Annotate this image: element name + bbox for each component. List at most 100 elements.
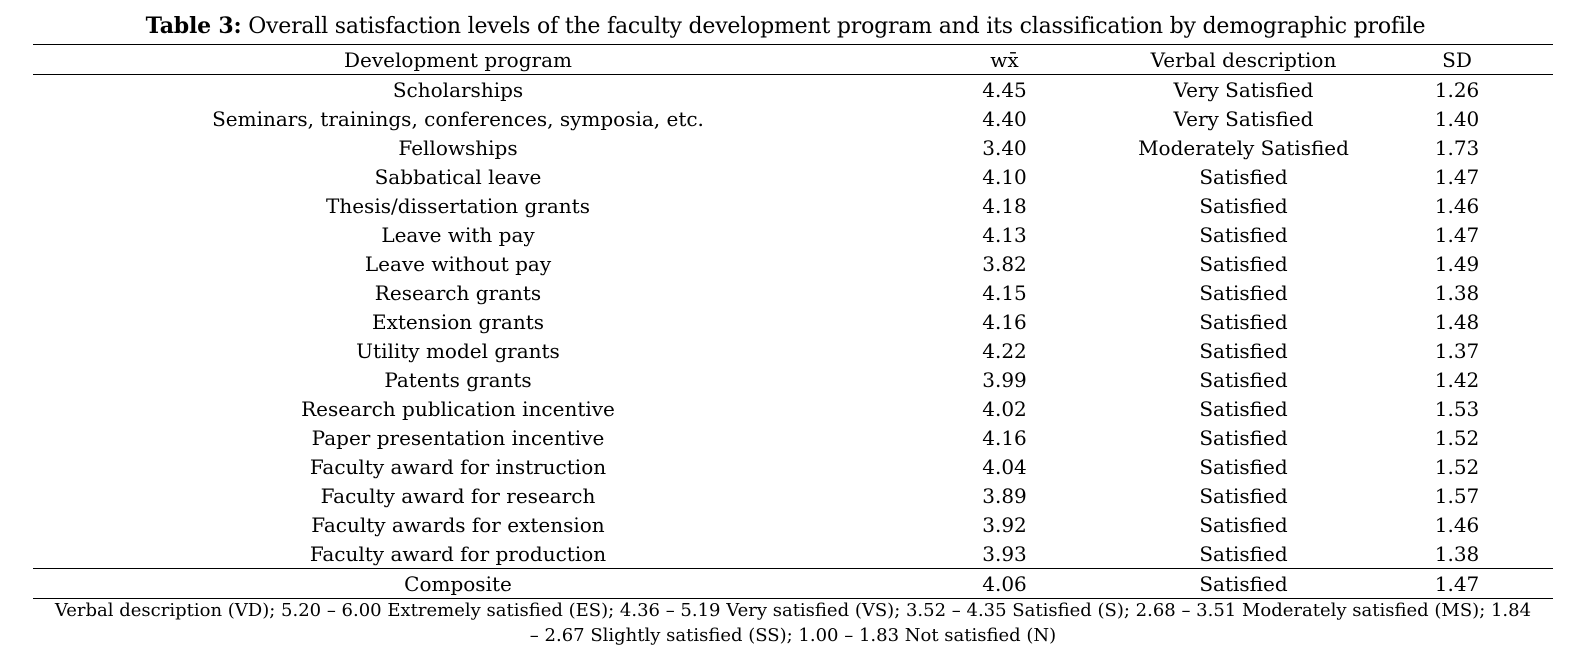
cell-mean: 4.16 (982, 425, 1027, 450)
cell-mean: 4.45 (982, 77, 1027, 102)
cell-verbal: Very Satisfied (1173, 77, 1314, 102)
cell-sd: 1.38 (1434, 541, 1480, 566)
cell-verbal: Satisfied (1199, 454, 1288, 479)
cell-sd: 1.52 (1434, 425, 1480, 450)
cell-program: Thesis/dissertation grants (326, 193, 590, 218)
cell-verbal: Satisfied (1199, 164, 1288, 189)
table-row: Utility model grants 4.22 Satisfied 1.37 (33, 336, 1553, 365)
cell-verbal: Satisfied (1199, 280, 1288, 305)
composite-verbal: Satisfied (1199, 571, 1288, 596)
cell-mean: 3.40 (982, 135, 1027, 160)
table-row: Leave with pay 4.13 Satisfied 1.47 (33, 220, 1553, 249)
cell-sd: 1.26 (1434, 77, 1480, 102)
footnote-line-2: – 2.67 Slightly satisfied (SS); 1.00 – 1… (529, 625, 1057, 646)
cell-program: Faculty award for research (320, 483, 596, 508)
cell-verbal: Satisfied (1199, 251, 1288, 276)
table-row: Seminars, trainings, conferences, sympos… (33, 104, 1553, 133)
cell-mean: 4.15 (982, 280, 1027, 305)
cell-program: Paper presentation incentive (311, 425, 605, 450)
cell-sd: 1.49 (1434, 251, 1480, 276)
composite-sd: 1.47 (1434, 571, 1480, 596)
cell-program: Utility model grants (356, 338, 560, 363)
cell-program: Faculty awards for extension (311, 512, 605, 537)
cell-verbal: Satisfied (1199, 367, 1288, 392)
cell-mean: 4.13 (982, 222, 1027, 247)
cell-sd: 1.53 (1434, 396, 1480, 421)
table-caption: Overall satisfaction levels of the facul… (241, 14, 1426, 39)
cell-verbal: Satisfied (1199, 425, 1288, 450)
table-row: Patents grants 3.99 Satisfied 1.42 (33, 365, 1553, 394)
cell-verbal: Satisfied (1199, 541, 1288, 566)
table-row: Leave without pay 3.82 Satisfied 1.49 (33, 249, 1553, 278)
cell-mean: 4.04 (982, 454, 1027, 479)
cell-sd: 1.48 (1434, 309, 1480, 334)
cell-sd: 1.37 (1434, 338, 1480, 363)
table-row: Faculty award for research 3.89 Satisfied 1… (33, 481, 1553, 510)
table-row: Research grants 4.15 Satisfied 1.38 (33, 278, 1553, 307)
cell-sd: 1.73 (1434, 135, 1480, 160)
cell-verbal: Satisfied (1199, 309, 1288, 334)
cell-sd: 1.42 (1434, 367, 1480, 392)
cell-sd: 1.38 (1434, 280, 1480, 305)
header-verbal-description: Verbal description (1150, 47, 1337, 72)
table-row: Thesis/dissertation grants 4.18 Satisfied 1… (33, 191, 1553, 220)
cell-sd: 1.46 (1434, 193, 1480, 218)
table-row: Research publication incentive 4.02 Satisf… (33, 394, 1553, 423)
cell-mean: 4.02 (982, 396, 1027, 421)
cell-mean: 4.22 (982, 338, 1027, 363)
cell-mean: 3.89 (982, 483, 1027, 508)
composite-program: Composite (404, 571, 512, 596)
table-header-row: Development program wx̄ Verbal descripti… (33, 45, 1553, 75)
cell-program: Extension grants (371, 309, 545, 334)
table-row: Extension grants 4.16 Satisfied 1.48 (33, 307, 1553, 336)
cell-program: Scholarships (392, 77, 524, 102)
cell-sd: 1.47 (1434, 222, 1480, 247)
table-label: Table 3: (145, 13, 242, 39)
cell-program: Faculty award for production (309, 541, 607, 566)
table-row: Paper presentation incentive 4.16 Satisfie… (33, 423, 1553, 452)
cell-verbal: Satisfied (1199, 512, 1288, 537)
cell-program: Faculty award for instruction (309, 454, 607, 479)
table-row: Faculty award for production 3.93 Satisfie… (33, 539, 1553, 568)
cell-program: Sabbatical leave (374, 164, 542, 189)
cell-verbal: Satisfied (1199, 396, 1288, 421)
header-development-program: Development program (344, 47, 572, 72)
cell-program: Seminars, trainings, conferences, sympos… (212, 106, 704, 131)
cell-program: Leave without pay (364, 251, 552, 276)
cell-verbal: Satisfied (1199, 222, 1288, 247)
table-footnote: Verbal description (VD); 5.20 – 6.00 Ext… (33, 598, 1553, 648)
satisfaction-table: Development program wx̄ Verbal descripti… (33, 44, 1553, 599)
cell-mean: 4.16 (982, 309, 1027, 334)
cell-mean: 4.40 (982, 106, 1027, 131)
cell-verbal: Very Satisfied (1173, 106, 1314, 131)
cell-program: Fellowships (398, 135, 518, 160)
composite-row: Composite 4.06 Satisfied 1.47 (33, 568, 1553, 598)
cell-program: Research grants (374, 280, 542, 305)
cell-mean: 4.10 (982, 164, 1027, 189)
table-row: Faculty award for instruction 4.04 Satisfi… (33, 452, 1553, 481)
table-row: Sabbatical leave 4.10 Satisfied 1.47 (33, 162, 1553, 191)
cell-mean: 3.82 (982, 251, 1027, 276)
header-sd: SD (1442, 47, 1472, 72)
cell-mean: 3.99 (982, 367, 1027, 392)
cell-mean: 4.18 (982, 193, 1027, 218)
table-row: Faculty awards for extension 3.92 Satisfie… (33, 510, 1553, 539)
cell-sd: 1.57 (1434, 483, 1480, 508)
cell-mean: 3.92 (982, 512, 1027, 537)
cell-verbal: Satisfied (1199, 338, 1288, 363)
header-weighted-mean: wx̄ (990, 47, 1019, 72)
cell-sd: 1.52 (1434, 454, 1480, 479)
table-body: Scholarships 4.45 Very Satisfied 1.26 Semina… (33, 75, 1553, 568)
footnote-line-1: Verbal description (VD); 5.20 – 6.00 Ext… (54, 600, 1532, 621)
table-row: Fellowships 3.40 Moderately Satisfied 1.73 (33, 133, 1553, 162)
cell-sd: 1.46 (1434, 512, 1480, 537)
composite-mean: 4.06 (982, 571, 1027, 596)
cell-sd: 1.40 (1434, 106, 1480, 131)
cell-sd: 1.47 (1434, 164, 1480, 189)
cell-program: Leave with pay (381, 222, 535, 247)
cell-verbal: Satisfied (1199, 483, 1288, 508)
table-row: Scholarships 4.45 Very Satisfied 1.26 (33, 75, 1553, 104)
cell-program: Research publication incentive (301, 396, 615, 421)
cell-verbal: Moderately Satisfied (1138, 135, 1349, 160)
cell-mean: 3.93 (982, 541, 1027, 566)
